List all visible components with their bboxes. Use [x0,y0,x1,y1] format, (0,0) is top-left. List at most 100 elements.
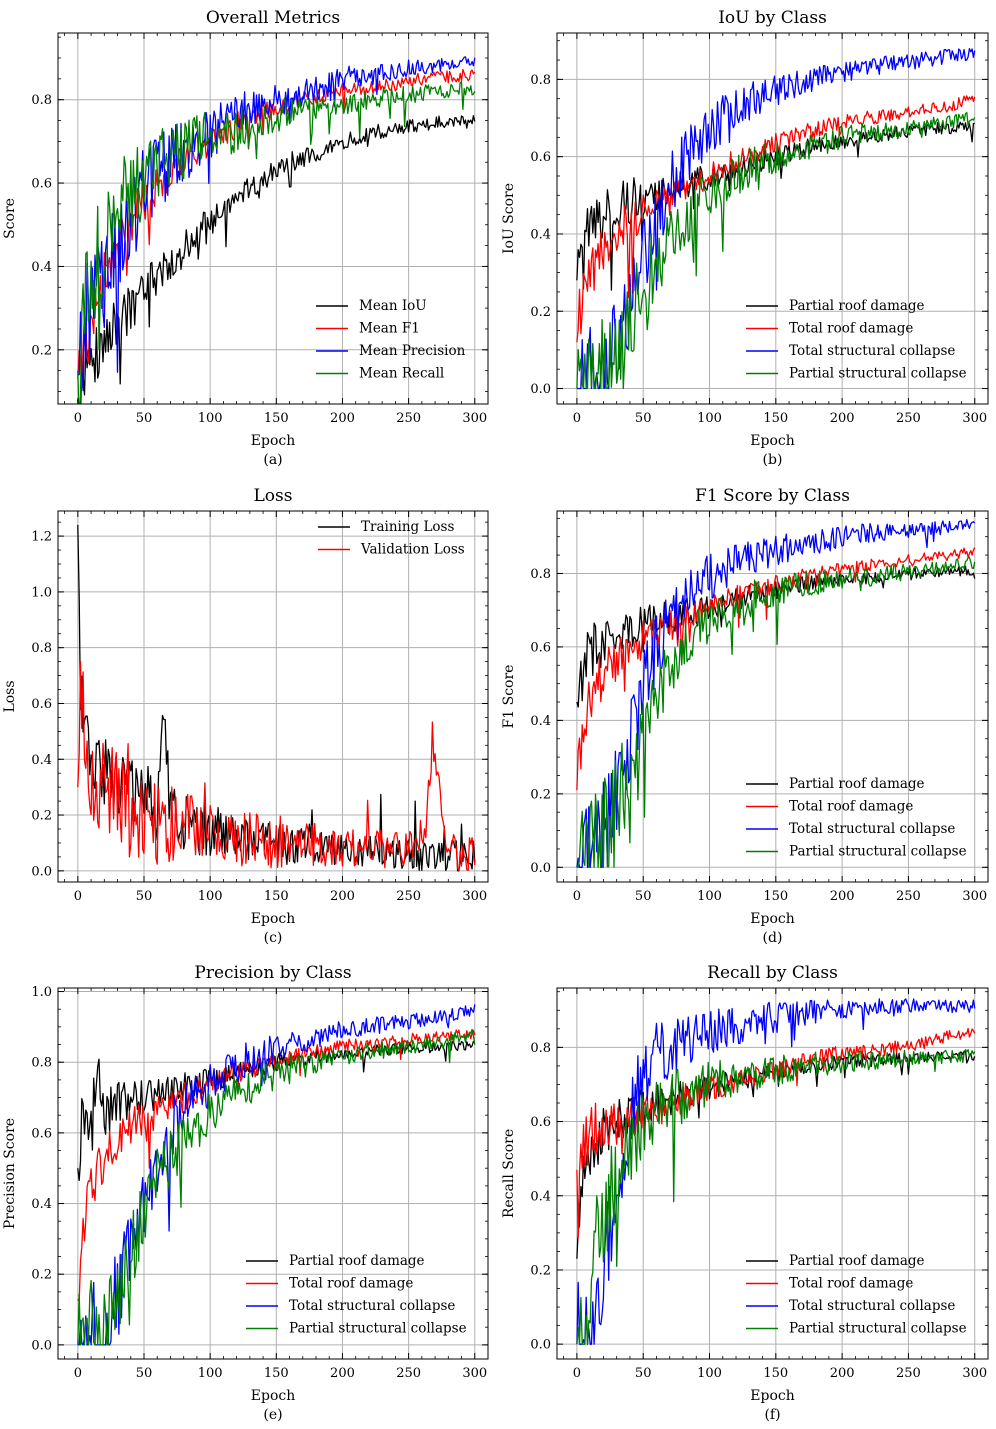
x-tick-label: 300 [462,889,487,904]
y-tick-label: 0.0 [31,864,52,879]
legend-label: Mean Recall [359,366,444,382]
x-tick-label: 50 [136,1366,153,1381]
y-axis-label: IoU Score [501,183,517,254]
legend-label: Total roof damage [289,1276,413,1292]
legend: Partial roof damage Total roof damage Tota… [246,1253,467,1337]
chart-b: 0 50 100 150 200 250 300 0.0 0.2 0.4 0.6 0.8 IoU by … [501,8,989,468]
y-tick-label: 0.2 [530,787,551,802]
y-tick-label: 0.4 [31,260,52,275]
legend-label: Total roof damage [789,321,913,337]
x-tick-label: 50 [635,1366,652,1381]
x-tick-label: 50 [136,411,153,426]
y-tick-label: 0.0 [530,861,551,876]
series-group [576,519,976,868]
legend: Partial roof damage Total roof damage Tota… [746,776,967,860]
legend-label: Total roof damage [789,799,913,815]
y-tick-label: 0.2 [31,1268,52,1283]
x-tick-label: 200 [330,1366,355,1381]
chart-title: IoU by Class [718,8,827,28]
legend-label: Mean IoU [359,298,427,314]
x-tick-label: 300 [462,411,487,426]
series-line-red [576,547,976,791]
series-line-black [77,114,476,404]
x-tick-label: 150 [264,411,289,426]
x-axis-label: Epoch [750,433,794,449]
series-line-green [77,1028,476,1346]
y-tick-label: 0.8 [530,567,551,582]
legend-label: Partial roof damage [789,1253,925,1269]
x-tick-label: 200 [830,889,855,904]
series-line-red [576,95,976,343]
legend-label: Total roof damage [789,1276,913,1292]
y-tick-label: 0.8 [530,73,551,88]
legend-label: Mean Precision [359,343,466,359]
axes-frame [556,32,989,405]
legend-label: Partial structural collapse [789,844,967,860]
x-tick-label: 150 [763,411,788,426]
legend-label: Partial roof damage [289,1253,425,1269]
y-tick-label: 0.0 [31,1338,52,1353]
x-tick-label: 250 [896,1366,921,1381]
panel-caption: (c) [264,930,283,946]
y-tick-label: 0.2 [31,343,52,358]
legend-label: Training Loss [361,519,454,535]
x-tick-label: 300 [962,889,987,904]
series-line-green [576,1049,976,1345]
y-axis-label: Recall Score [501,1129,517,1218]
legend: Training Loss Validation Loss [318,519,465,558]
y-tick-label: 0.4 [31,753,52,768]
x-tick-label: 150 [763,889,788,904]
series-group [77,524,476,872]
y-axis-label: Precision Score [2,1118,18,1229]
y-tick-label: 1.0 [31,585,52,600]
y-tick-label: 0.8 [530,1041,551,1056]
x-tick-label: 250 [396,1366,421,1381]
panel-caption: (b) [763,452,783,468]
y-tick-label: 0.6 [31,177,52,192]
series-line-blue [77,1004,476,1346]
x-tick-label: 300 [962,1366,987,1381]
legend-label: Partial structural collapse [789,366,967,382]
x-tick-label: 150 [763,1366,788,1381]
x-tick-label: 100 [198,889,223,904]
x-tick-label: 250 [396,889,421,904]
x-tick-label: 200 [830,411,855,426]
chart-title: Recall by Class [707,963,838,983]
legend-label: Partial structural collapse [289,1321,467,1337]
legend: Partial roof damage Total roof damage Tota… [746,298,967,382]
legend-label: Total structural collapse [289,1298,455,1314]
x-tick-label: 250 [896,411,921,426]
legend-label: Partial roof damage [789,298,925,314]
x-tick-label: 100 [198,1366,223,1381]
y-tick-label: 0.2 [31,809,52,824]
panel-caption: (e) [263,1407,282,1423]
series-group [576,47,976,390]
x-tick-label: 200 [330,411,355,426]
y-tick-label: 0.4 [530,714,551,729]
y-tick-label: 0.0 [530,382,551,397]
chart-e: 0 50 100 150 200 250 300 0.0 0.2 0.4 0.6 0.8 1.0 Prec… [2,963,489,1423]
x-tick-label: 0 [573,889,581,904]
axes-frame [57,987,489,1360]
y-tick-label: 0.4 [530,227,551,242]
series-line-red [77,661,476,872]
legend-label: Mean F1 [359,321,420,337]
legend: Partial roof damage Total roof damage Tota… [746,1253,967,1337]
y-tick-label: 0.6 [530,1115,551,1130]
chart-a: 0 50 100 150 200 250 300 0.2 0.4 0.6 0.8 Overall Me… [2,8,489,468]
chart-f: 0 50 100 150 200 250 300 0.0 0.2 0.4 0.6 0.8 Recall … [501,963,989,1423]
y-tick-label: 0.6 [31,697,52,712]
x-tick-label: 0 [573,411,581,426]
series-line-blue [576,47,976,390]
legend-label: Total structural collapse [789,821,955,837]
y-tick-label: 0.4 [530,1189,551,1204]
series-line-blue [576,519,976,868]
series-line-green [576,556,976,868]
x-axis-label: Epoch [750,1388,794,1404]
axes-frame [556,987,989,1360]
x-tick-label: 250 [896,889,921,904]
panel-caption: (d) [763,930,783,946]
x-axis-label: Epoch [750,911,794,927]
axes-frame [556,510,989,883]
